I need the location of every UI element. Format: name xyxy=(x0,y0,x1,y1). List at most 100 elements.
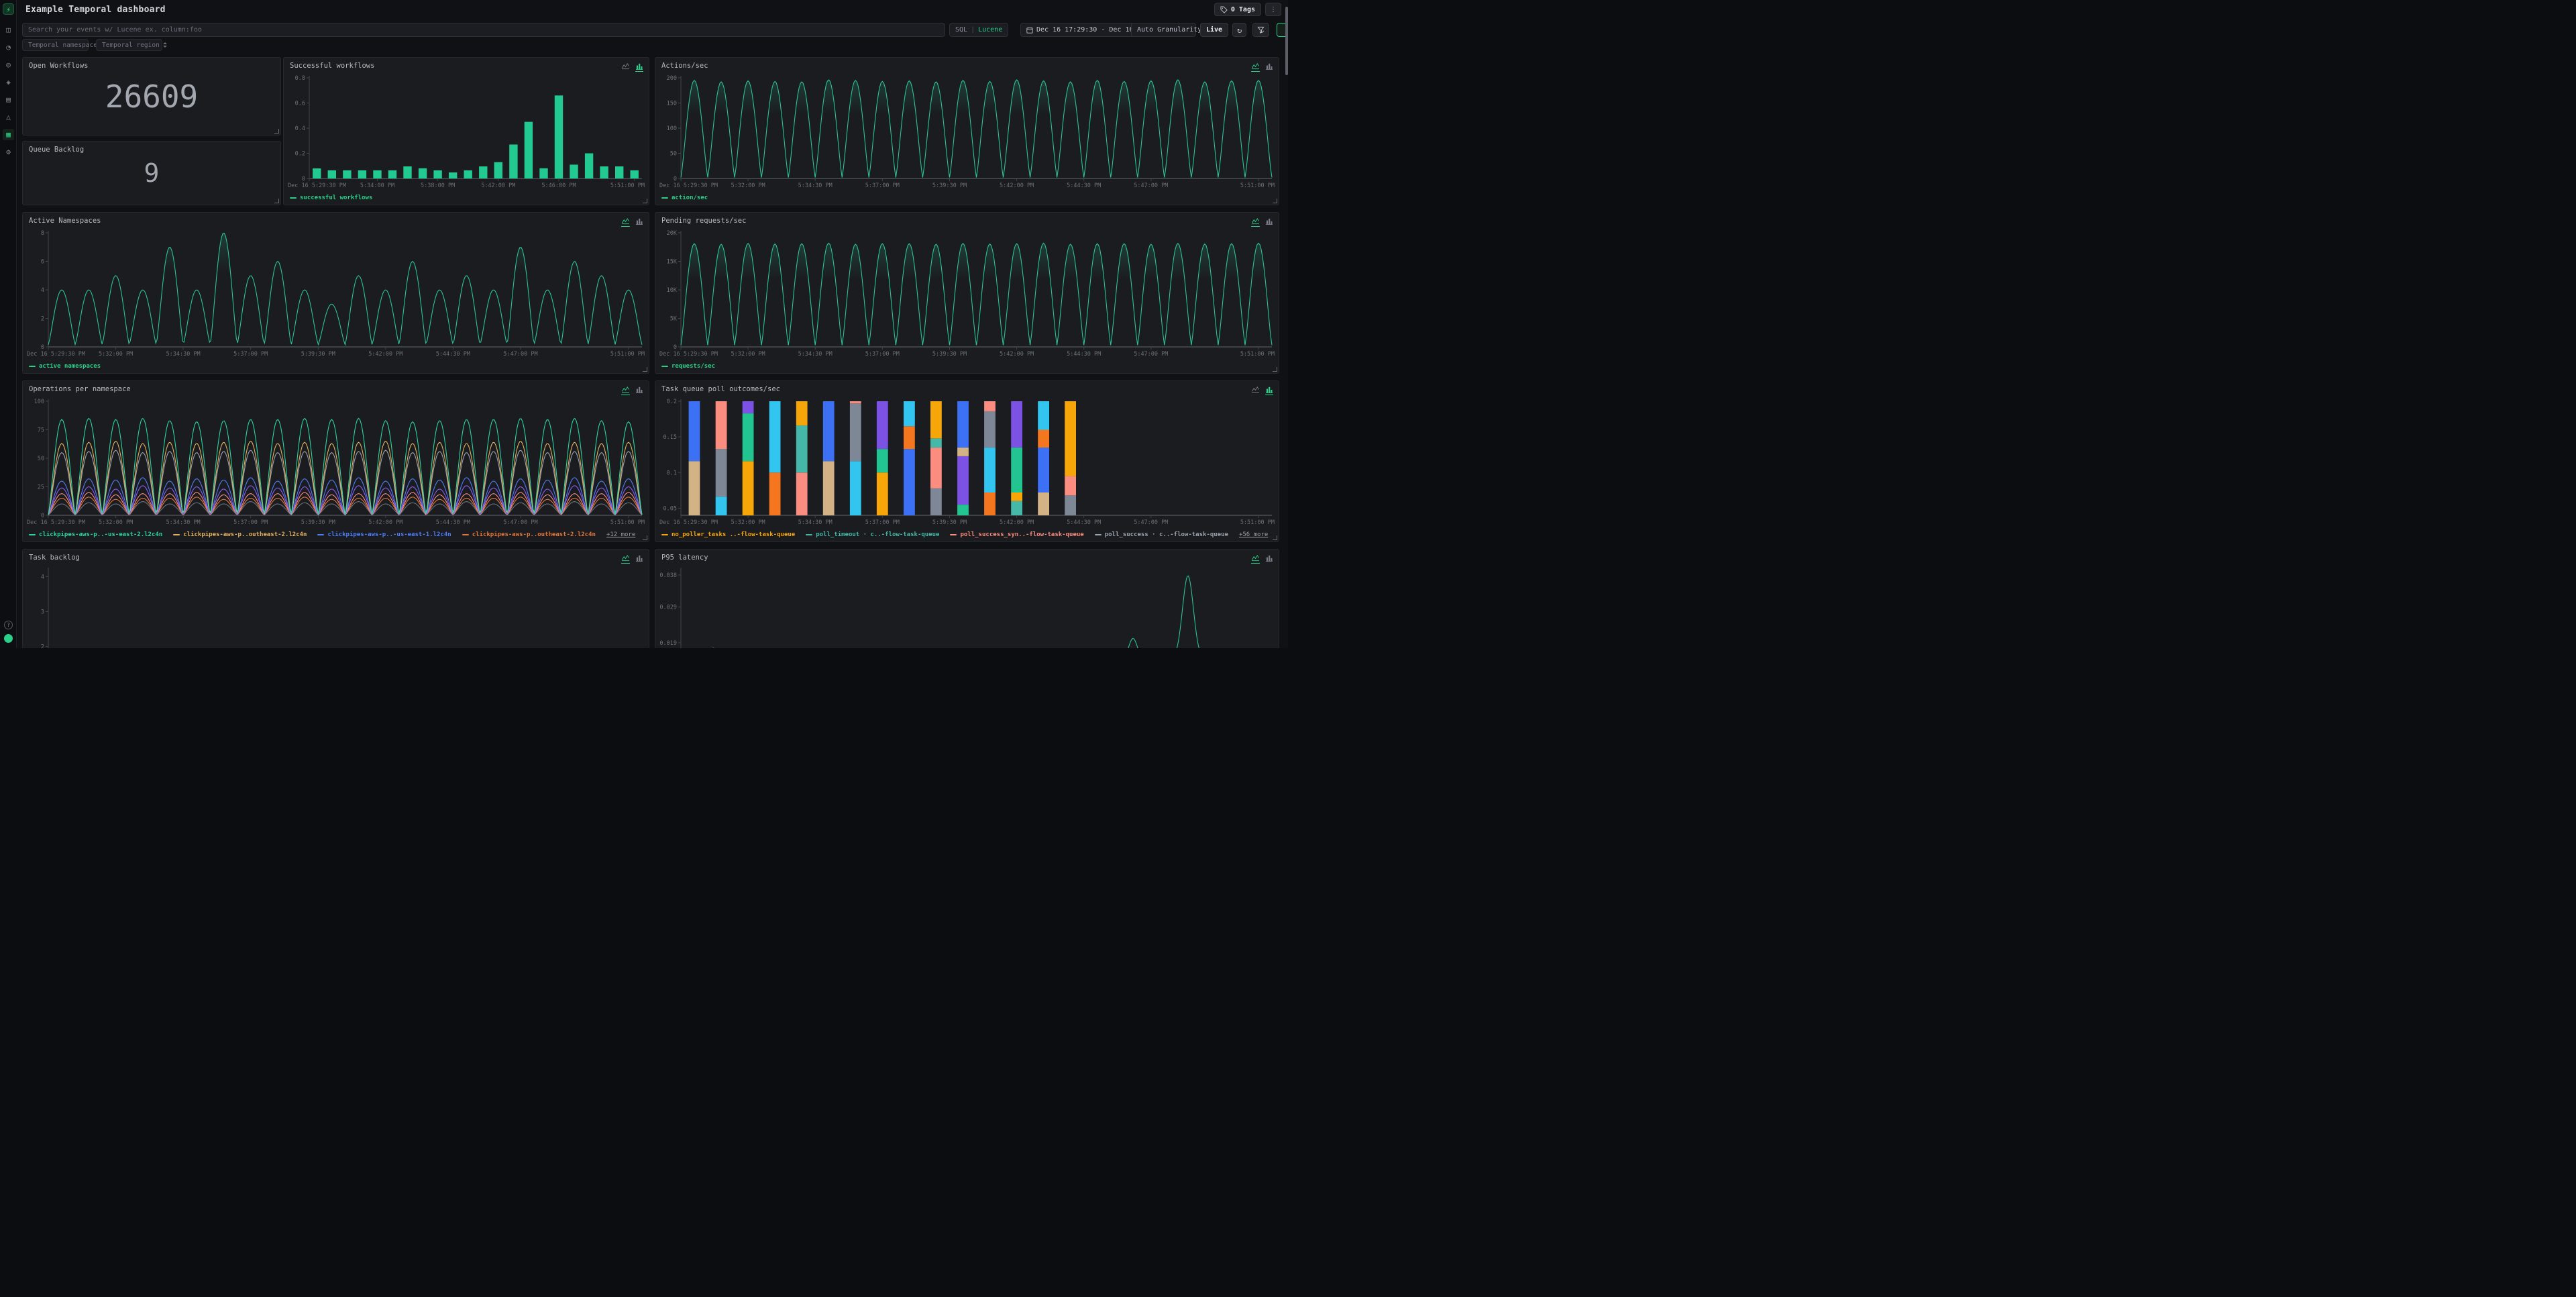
search-input[interactable] xyxy=(22,23,945,37)
sidebar-item-dashboards[interactable]: ▦ xyxy=(3,129,14,140)
svg-text:5:51:00 PM: 5:51:00 PM xyxy=(1240,183,1275,189)
legend-more[interactable]: +56 more xyxy=(1238,531,1269,538)
sidebar-item-settings[interactable]: ⚙ xyxy=(3,146,14,158)
sidebar-item-sessions[interactable]: ▤ xyxy=(3,94,14,105)
svg-text:5:42:00 PM: 5:42:00 PM xyxy=(368,351,402,358)
bar-chart-toggle-icon[interactable] xyxy=(1265,386,1273,395)
svg-text:5:47:00 PM: 5:47:00 PM xyxy=(503,351,537,358)
line-chart-toggle-icon[interactable] xyxy=(621,554,630,564)
line-chart-toggle-icon[interactable] xyxy=(621,62,630,72)
granularity-select[interactable]: Auto Granularity xyxy=(1131,23,1210,37)
svg-text:0: 0 xyxy=(41,513,44,519)
filters-row: Temporal namespace Temporal region xyxy=(17,39,167,51)
line-chart-toggle-icon[interactable] xyxy=(1251,386,1260,395)
legend-item[interactable]: active namespaces xyxy=(29,363,101,370)
svg-text:10K: 10K xyxy=(667,287,678,294)
line-chart-toggle-icon[interactable] xyxy=(621,386,630,395)
sidebar-item-boards[interactable]: ◫ xyxy=(3,24,14,36)
line-chart-toggle-icon[interactable] xyxy=(1251,554,1260,564)
operations-chart[interactable]: 0 25 50 75 100 Dec 16 5:29:30 PM 5:32:00 PM 5:3… xyxy=(25,397,646,527)
svg-text:5:32:00 PM: 5:32:00 PM xyxy=(99,519,133,526)
bar-chart-toggle-icon[interactable] xyxy=(1265,62,1273,72)
legend-item[interactable]: clickpipes-aws-p..outheast-2.l2c4n xyxy=(173,531,307,538)
stat-value: 26609 xyxy=(105,78,199,115)
svg-text:0.8: 0.8 xyxy=(295,75,305,82)
user-avatar[interactable] xyxy=(4,634,13,643)
svg-text:5:42:00 PM: 5:42:00 PM xyxy=(481,183,515,189)
active-namespaces-chart[interactable]: 0 2 4 6 8 Dec 16 5:29:30 PM 5:32:00 PM 5:34:30 … xyxy=(25,229,646,358)
tags-button[interactable]: 0 Tags xyxy=(1214,3,1261,16)
line-chart-toggle-icon[interactable] xyxy=(1251,62,1260,72)
legend-item[interactable]: action/sec xyxy=(661,195,708,201)
legend-item[interactable]: clickpipes-aws-p..-us-east-2.l2c4n xyxy=(29,531,162,538)
filter-label: Temporal namespace xyxy=(28,41,97,49)
legend-item[interactable]: clickpipes-aws-p..-us-east-1.l2c4n xyxy=(317,531,451,538)
actions-chart[interactable]: 0 50 100 150 200 Dec 16 5:29:30 PM 5:32:00 PM 5… xyxy=(658,74,1276,190)
sidebar: ⚡ ◫ ◔ ◎ ◈ ▤ △ ▦ ⚙ ? xyxy=(0,0,17,648)
legend-item[interactable]: poll_success_syn..-flow-task-queue xyxy=(950,531,1084,538)
sidebar-item-alerts[interactable]: ◈ xyxy=(3,76,14,88)
legend-item[interactable]: no_poller_tasks ..-flow-task-queue xyxy=(661,531,795,538)
legend-more[interactable]: +12 more xyxy=(606,531,636,538)
filter-edit-button[interactable] xyxy=(1252,23,1269,37)
bar-chart-toggle-icon[interactable] xyxy=(1265,217,1273,227)
svg-text:5:34:30 PM: 5:34:30 PM xyxy=(798,519,833,526)
svg-text:5:39:30 PM: 5:39:30 PM xyxy=(932,351,967,358)
svg-text:150: 150 xyxy=(667,101,677,107)
line-chart-toggle-icon[interactable] xyxy=(1251,217,1260,227)
help-icon[interactable]: ? xyxy=(4,621,13,629)
pending-requests-chart[interactable]: 0 5K 10K 15K 20K Dec 16 5:29:30 PM 5:32:00 PM 5… xyxy=(658,229,1276,358)
bar-chart-toggle-icon[interactable] xyxy=(1265,554,1273,564)
lucene-toggle-label[interactable]: Lucene xyxy=(978,26,1003,34)
svg-text:4: 4 xyxy=(41,287,44,294)
bar-chart-toggle-icon[interactable] xyxy=(635,386,643,395)
task-queue-chart[interactable]: 0.05 0.1 0.15 0.2 Dec 16 5:29:30 PM 5:32:00 P… xyxy=(658,397,1276,527)
legend-item[interactable]: clickpipes-aws-p..outheast-2.l2c4n xyxy=(462,531,596,538)
svg-text:5K: 5K xyxy=(670,316,678,323)
settings-icon: ⚙ xyxy=(6,148,11,156)
svg-text:Dec 16 5:29:30 PM: Dec 16 5:29:30 PM xyxy=(659,183,718,189)
sql-toggle-label[interactable]: SQL xyxy=(955,26,968,34)
svg-text:20K: 20K xyxy=(667,230,678,237)
alerts-icon: ◈ xyxy=(6,78,11,87)
sidebar-item-search[interactable]: ◎ xyxy=(3,59,14,70)
kebab-menu-button[interactable]: ⋮ xyxy=(1265,3,1281,16)
successful-workflows-chart[interactable]: 0 0.2 0.4 0.6 0.8 Dec 16 5:29:30 PM 5:34:00 PM… xyxy=(286,74,646,190)
line-chart-toggle-icon[interactable] xyxy=(621,217,630,227)
chevron-updown-icon xyxy=(162,42,167,48)
refresh-button[interactable]: ↻ xyxy=(1232,23,1247,37)
query-language-toggle[interactable]: SQL | Lucene xyxy=(949,23,1009,37)
app-logo-icon[interactable]: ⚡ xyxy=(3,3,14,15)
svg-text:5:37:00 PM: 5:37:00 PM xyxy=(865,351,900,358)
services-icon: △ xyxy=(6,113,11,121)
svg-text:100: 100 xyxy=(34,399,44,405)
panel-title: Operations per namespace xyxy=(29,385,131,393)
task-backlog-chart[interactable]: 4 3 2 xyxy=(25,566,646,648)
svg-text:4: 4 xyxy=(41,574,44,580)
panel-title: Pending requests/sec xyxy=(661,217,747,225)
legend-item[interactable]: poll_timeout · c..-flow-task-queue xyxy=(806,531,939,538)
filter-temporal-region[interactable]: Temporal region xyxy=(96,39,167,51)
svg-text:0: 0 xyxy=(674,344,677,351)
sidebar-item-chart-explorer[interactable]: ◔ xyxy=(3,42,14,53)
legend-item[interactable]: poll_success · c..-flow-task-queue xyxy=(1094,531,1228,538)
time-range-label: Dec 16 17:29:30 - Dec 16 17:51:30 xyxy=(1036,26,1170,34)
live-button[interactable]: Live xyxy=(1200,23,1229,37)
legend-item[interactable]: successful workflows xyxy=(290,195,372,201)
filter-temporal-namespace[interactable]: Temporal namespace xyxy=(22,39,105,51)
panel-p95-latency: P95 latency 0.038 0.029 0.019 xyxy=(655,549,1279,648)
svg-text:5:42:00 PM: 5:42:00 PM xyxy=(368,519,402,526)
toolbar: SQL | Lucene Dec 16 17:29:30 - Dec 16 17… xyxy=(17,23,1288,37)
bar-chart-toggle-icon[interactable] xyxy=(635,62,643,72)
scrollbar[interactable] xyxy=(1285,0,1288,648)
sidebar-item-services[interactable]: △ xyxy=(3,111,14,123)
legend-item[interactable]: requests/sec xyxy=(661,363,715,370)
scrollbar-thumb[interactable] xyxy=(1285,7,1288,75)
svg-text:5:42:00 PM: 5:42:00 PM xyxy=(1000,519,1034,526)
svg-text:5:37:00 PM: 5:37:00 PM xyxy=(865,519,900,526)
bar-chart-toggle-icon[interactable] xyxy=(635,554,643,564)
svg-text:0.4: 0.4 xyxy=(295,125,305,132)
bar-chart-toggle-icon[interactable] xyxy=(635,217,643,227)
p95-latency-chart[interactable]: 0.038 0.029 0.019 xyxy=(658,566,1276,648)
dashboards-icon: ▦ xyxy=(6,130,11,139)
